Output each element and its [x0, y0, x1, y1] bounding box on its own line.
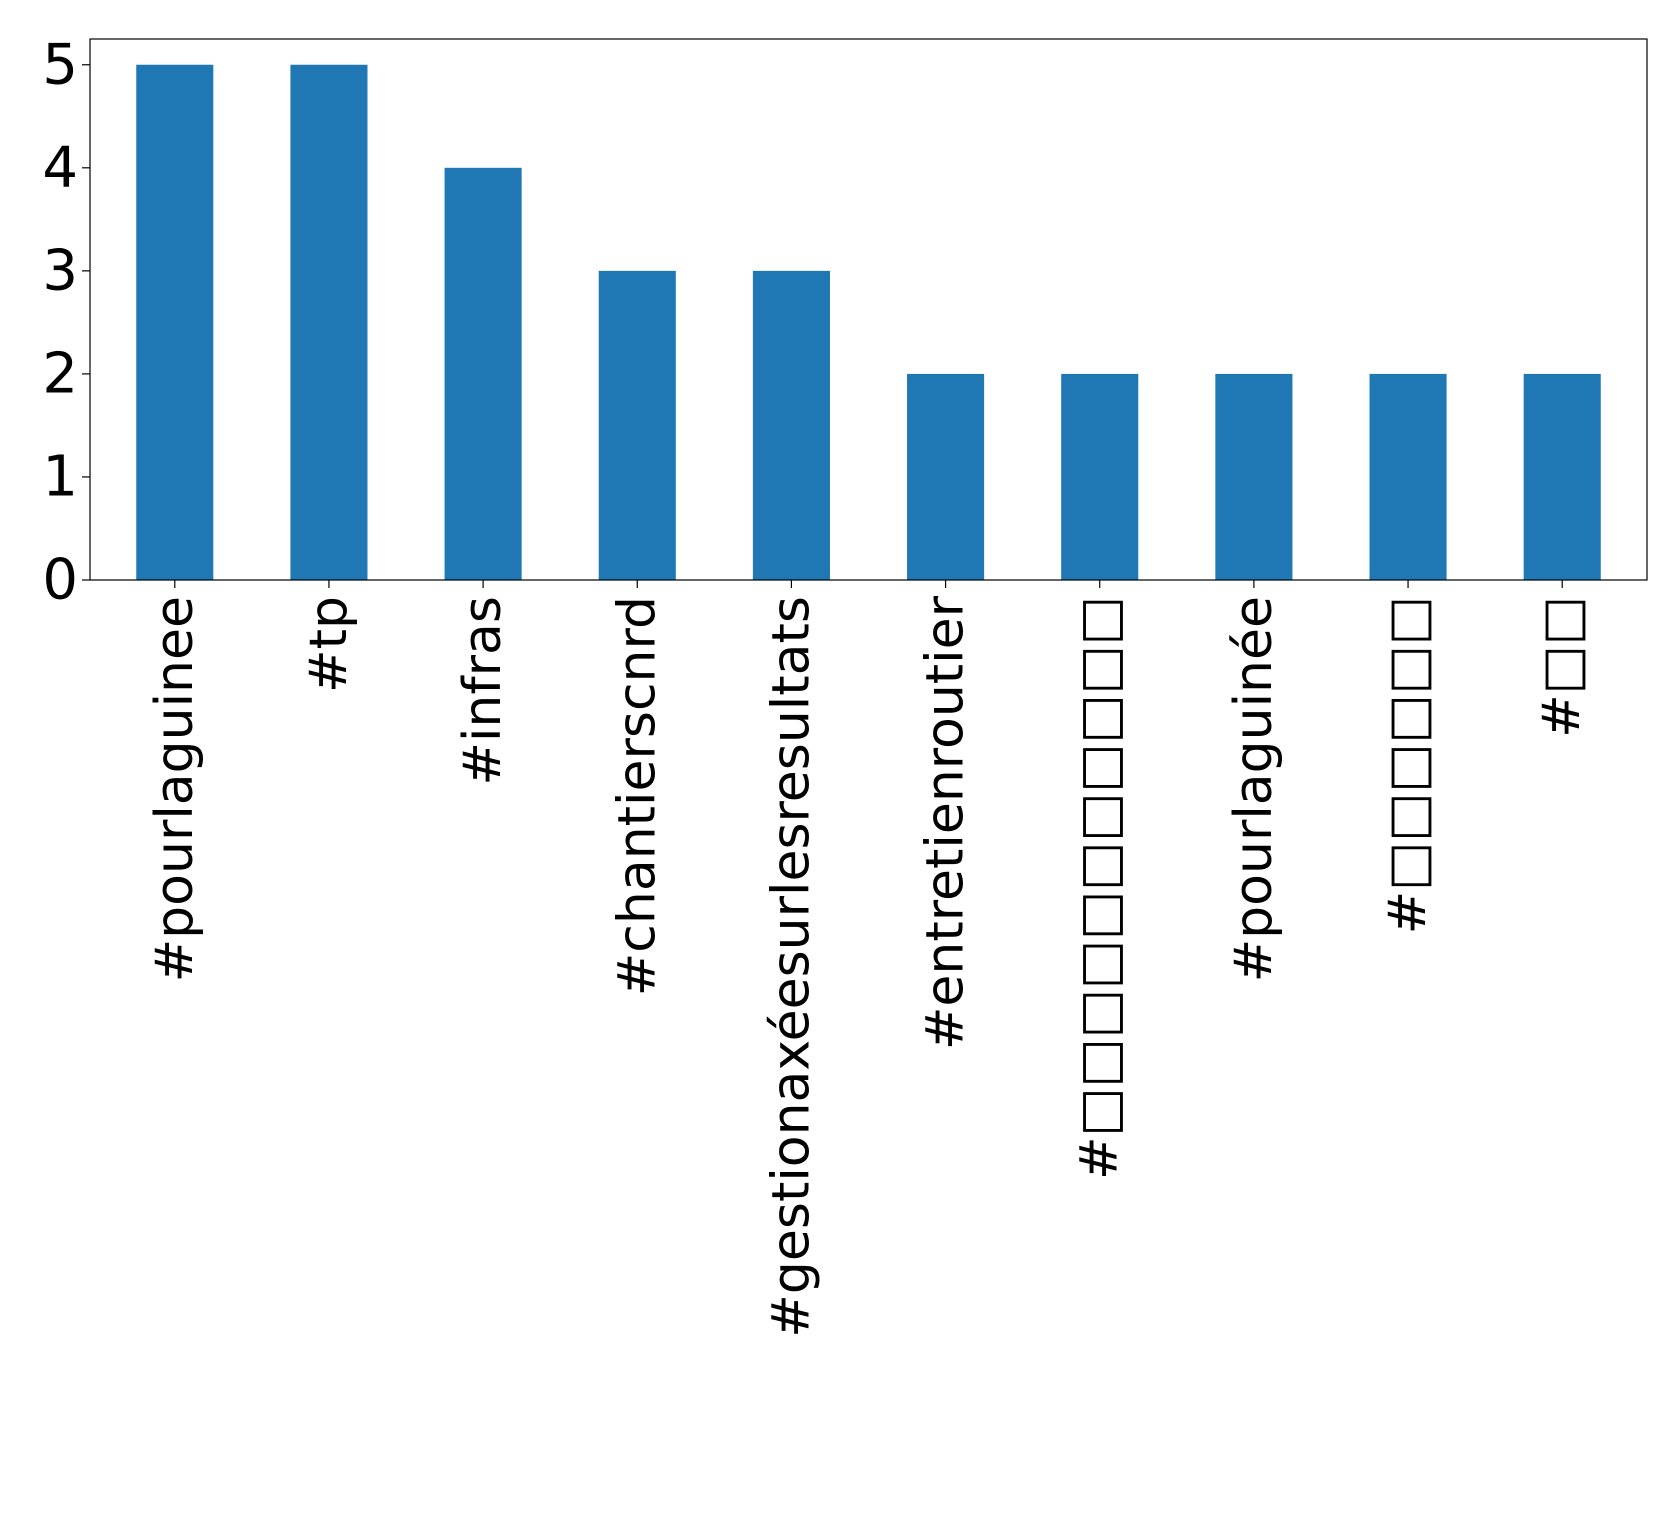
x-tick-label: #□□□□□□: [1378, 596, 1438, 934]
bar: [1215, 373, 1293, 580]
bar: [907, 373, 985, 580]
plot-frame: [89, 38, 1648, 581]
x-axis: #pourlaguinee #tp #infras #chantierscnrd #ge…: [145, 580, 1592, 1338]
bar: [290, 64, 368, 580]
x-tick-label: #tp: [299, 596, 359, 693]
bar: [1523, 373, 1601, 580]
y-tick-label: 1: [42, 444, 78, 509]
x-tick-label: #infras: [453, 596, 513, 786]
x-tick-label: #chantierscnrd: [607, 596, 667, 996]
x-tick-label: #□□□□□□□□□□□: [1070, 596, 1130, 1180]
x-tick-label: #entretienroutier: [916, 595, 976, 1050]
bars-group: [136, 64, 1601, 581]
y-tick-label: 4: [42, 135, 78, 200]
x-tick-label: #pourlaguinée: [1224, 596, 1284, 982]
x-tick-label: #□□: [1532, 596, 1592, 738]
y-tick-label: 3: [42, 238, 78, 303]
y-axis: 0 1 2 3 4 5: [42, 32, 90, 613]
bar: [752, 270, 830, 580]
bar: [598, 270, 676, 580]
y-tick-label: 0: [42, 548, 78, 613]
x-tick-label: #gestionaxéesurlesresultats: [761, 596, 821, 1338]
y-tick-label: 2: [42, 341, 78, 406]
bar: [136, 64, 214, 580]
bar: [444, 167, 522, 581]
y-tick-label: 5: [42, 32, 78, 97]
x-tick-label: #pourlaguinee: [145, 596, 205, 982]
bar: [1369, 373, 1447, 580]
bar: [1061, 373, 1139, 580]
